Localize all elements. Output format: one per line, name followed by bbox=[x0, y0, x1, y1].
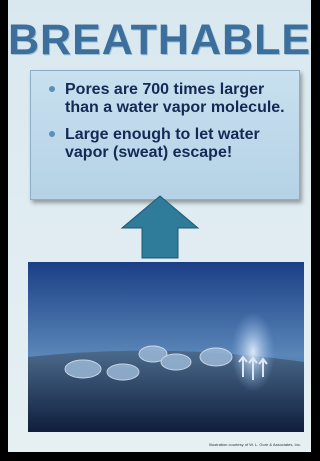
bullet: Large enough to let water vapor (sweat) … bbox=[49, 126, 287, 162]
credit: Illustration courtesy of W. L. Gore & As… bbox=[209, 442, 301, 447]
up-arrow bbox=[120, 194, 200, 260]
page: {"title":"BREATHABLE","bullets":["Pores … bbox=[0, 0, 311, 461]
bullet-box: Pores are 700 times larger than a water … bbox=[30, 70, 300, 200]
poster: BREATHABLE Pores are 700 times larger th… bbox=[8, 0, 311, 452]
bullet: Pores are 700 times larger than a water … bbox=[49, 81, 287, 117]
illustration bbox=[28, 262, 304, 432]
title: BREATHABLE bbox=[8, 16, 311, 65]
